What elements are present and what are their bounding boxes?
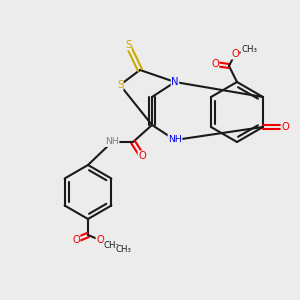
Text: O: O <box>96 235 104 245</box>
Text: O: O <box>138 151 146 161</box>
Text: CH₃: CH₃ <box>241 46 257 55</box>
Text: O: O <box>72 235 80 245</box>
Text: CH₂: CH₂ <box>104 241 120 250</box>
Text: S: S <box>117 80 123 90</box>
Text: S: S <box>125 40 131 50</box>
Text: O: O <box>211 59 219 69</box>
Text: N: N <box>171 77 179 87</box>
Text: CH₃: CH₃ <box>116 245 132 254</box>
Text: NH: NH <box>168 134 182 143</box>
Text: NH: NH <box>105 137 119 146</box>
Text: O: O <box>231 49 239 59</box>
Text: O: O <box>281 122 289 132</box>
